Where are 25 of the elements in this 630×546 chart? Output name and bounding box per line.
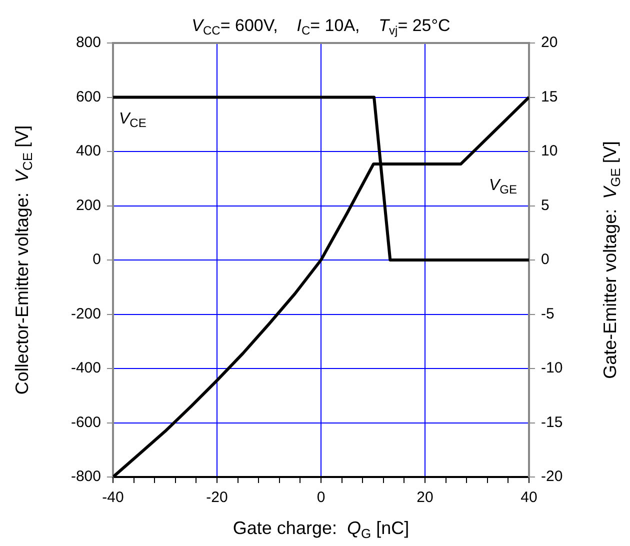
y-tick-label: -600: [70, 414, 101, 431]
y-tick-label: -800: [70, 468, 101, 486]
y-tick-label: -400: [70, 360, 101, 377]
y2-tick-label: -5: [541, 305, 554, 322]
y2-tick-label: 20: [541, 34, 558, 52]
y2-axis-title: Gate-Emitter voltage: VGE [V]: [600, 141, 623, 379]
x-tick-label: 40: [520, 489, 538, 506]
x-tick-label: 0: [316, 489, 326, 506]
x-tick-label: -20: [206, 489, 228, 506]
y-tick-label: 800: [76, 34, 101, 52]
y-tick-label: 600: [76, 88, 101, 106]
y2-tick-label: 5: [541, 196, 550, 214]
y2-tick-label: -20: [541, 468, 563, 486]
y2-tick-label: -10: [541, 360, 563, 377]
x-tick-label: 20: [416, 489, 434, 506]
y2-tick-label: 0: [541, 251, 550, 268]
y-tick-label: -200: [70, 305, 101, 322]
y2-tick-label: 10: [541, 142, 558, 160]
y-axis-title: Collector-Emitter voltage: VCE [V]: [12, 125, 35, 395]
x-tick-label: -40: [102, 489, 124, 506]
y2-tick-label: -15: [541, 414, 563, 431]
y-tick-label: 0: [92, 251, 101, 268]
y-tick-label: 200: [76, 196, 101, 214]
y-tick-label: 400: [76, 142, 101, 160]
y2-tick-label: 15: [541, 88, 558, 106]
